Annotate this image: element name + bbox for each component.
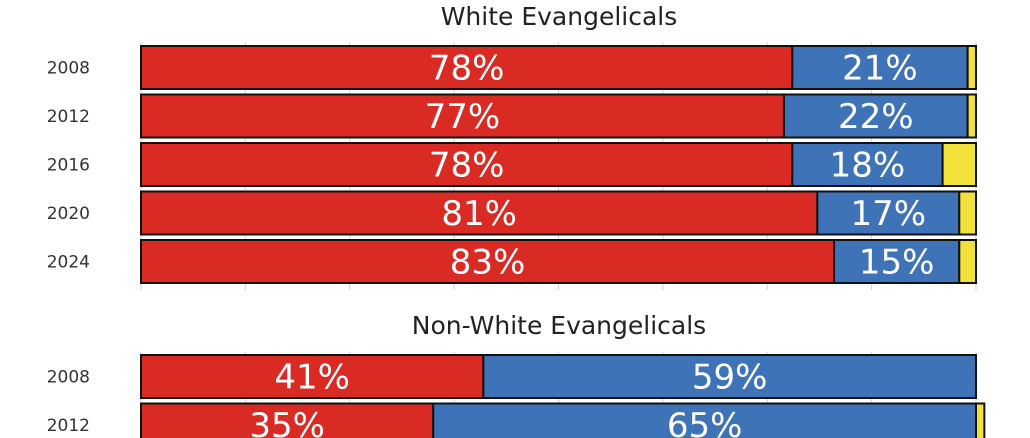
panel-non-white-evangelicals: 2008 41% 59% 2012 35% 65% [47, 352, 986, 438]
data-label: 65% [667, 406, 743, 438]
data-label: 22% [838, 97, 914, 137]
data-label: 81% [441, 194, 517, 234]
panel-title-non-white-evangelicals: Non-White Evangelicals [412, 311, 706, 340]
data-label: 77% [425, 97, 501, 137]
year-label: 2020 [47, 204, 90, 224]
bar-segment [140, 142, 794, 187]
bar-segment [966, 45, 978, 90]
bar-segment [791, 142, 944, 187]
data-label: 18% [830, 146, 906, 186]
data-label: 83% [450, 243, 526, 283]
panel-white-evangelicals: 2008 78% 21% 2012 77% 22% 2016 78% 18% 2020 81% 17%… [47, 42, 978, 290]
year-label: 2012 [47, 107, 90, 127]
bar-segment [140, 93, 785, 139]
data-label: 78% [429, 49, 505, 89]
bar-segment [966, 93, 978, 139]
panel-title-white-evangelicals: White Evangelicals [441, 2, 678, 31]
bar-segment [941, 142, 977, 187]
bar-segment [482, 354, 977, 399]
bar-segment [791, 45, 969, 90]
year-label: 2016 [47, 156, 90, 176]
year-label: 2008 [47, 59, 90, 79]
year-label: 2024 [47, 253, 90, 273]
bar-segment [975, 402, 986, 438]
year-label: 2008 [47, 368, 90, 388]
data-label: 41% [274, 358, 350, 398]
year-label: 2012 [47, 416, 90, 436]
bar-segment [432, 402, 977, 438]
bar-segment [782, 93, 969, 139]
data-label: 21% [842, 49, 918, 89]
data-label: 35% [249, 406, 325, 438]
bar-segment [958, 239, 977, 284]
bar-segment [140, 402, 435, 438]
data-label: 15% [859, 243, 935, 283]
data-label: 17% [851, 194, 927, 234]
bar-segment [140, 239, 836, 284]
bar-segment [140, 190, 819, 236]
data-label: 78% [429, 146, 505, 186]
bar-segment [833, 239, 961, 284]
data-label: 59% [692, 358, 768, 398]
bar-segment [958, 190, 977, 236]
